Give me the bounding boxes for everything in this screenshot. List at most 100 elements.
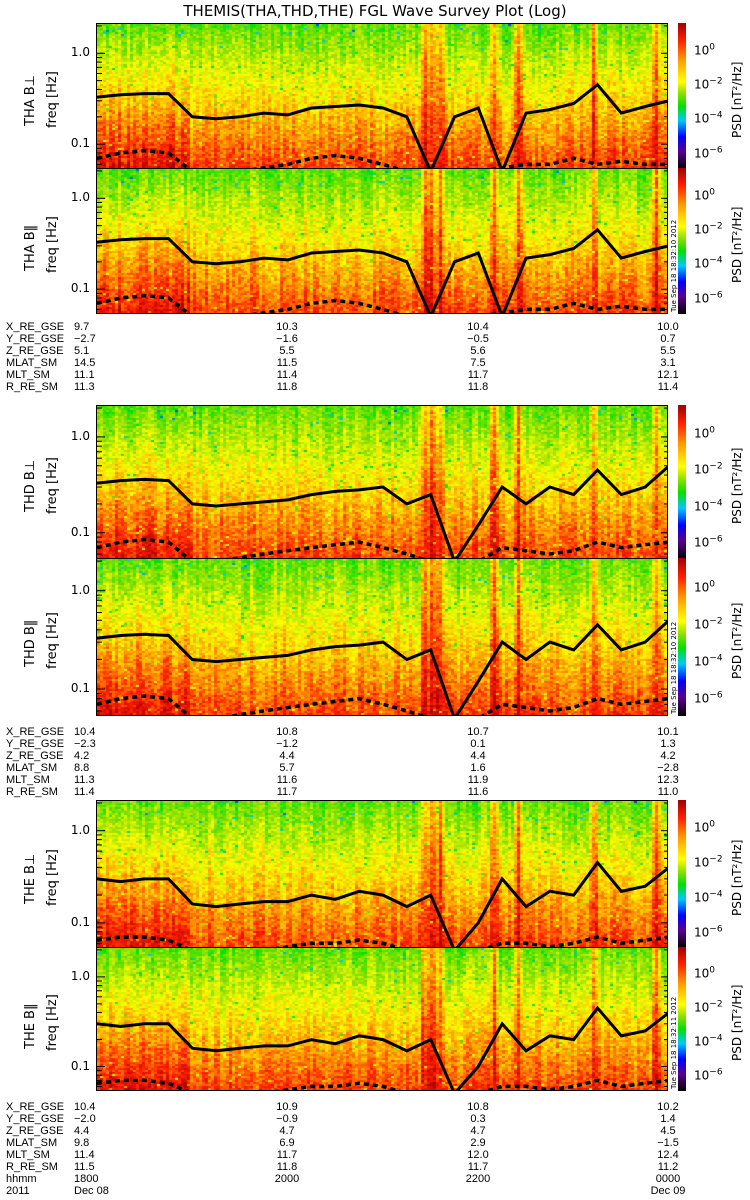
colorbar-tick-label: 10−2 bbox=[694, 75, 723, 92]
ephemeris-value: −2.0 bbox=[74, 1113, 96, 1125]
spectrogram-heatmap bbox=[97, 406, 667, 558]
spectrogram-panel-thd bbox=[96, 558, 668, 716]
ephemeris-value: 11.8 bbox=[276, 381, 298, 393]
ephemeris-value: 11.3 bbox=[74, 774, 95, 786]
colorbar-tick-label: 10−4 bbox=[694, 887, 723, 904]
ephemeris-value: 11.9 bbox=[467, 774, 489, 786]
colorbar-tick-exponent: 0 bbox=[709, 42, 716, 53]
ephemeris-row: Z_RE_GSE 4.2 4.4 4.4 4.2 bbox=[0, 750, 750, 762]
colorbar-tick-base: 10 bbox=[694, 188, 710, 203]
ephemeris-value: 11.8 bbox=[276, 1161, 298, 1173]
ephemeris-value: 10.8 bbox=[276, 726, 298, 738]
ephemeris-label: Z_RE_GSE bbox=[6, 750, 64, 762]
ephemeris-value: 11.4 bbox=[276, 369, 298, 381]
colorbar-tick-base: 10 bbox=[694, 222, 710, 237]
colorbar-tick-exponent: −4 bbox=[709, 653, 723, 664]
ephemeris-value: 10.9 bbox=[276, 1101, 298, 1113]
colorbar-tick-base: 10 bbox=[694, 77, 710, 92]
ephemeris-value: 1.3 bbox=[660, 738, 676, 750]
ephemeris-row: Y_RE_GSE −2.3 −1.2 0.1 1.3 bbox=[0, 738, 750, 750]
colorbar-tick-label: 10−2 bbox=[694, 220, 723, 237]
y-tick-label: 0.1 bbox=[70, 136, 90, 151]
ephemeris-value: Dec 09 bbox=[650, 1185, 686, 1197]
colorbar-tick-exponent: −4 bbox=[709, 255, 723, 266]
ephemeris-row: hhmm 1800 2000 2200 0000 bbox=[0, 1173, 750, 1185]
ephemeris-value: 4.4 bbox=[74, 1125, 90, 1137]
ephemeris-label: Y_RE_GSE bbox=[6, 738, 65, 750]
colorbar-tick-label: 100 bbox=[694, 577, 715, 594]
ephemeris-label: R_RE_SM bbox=[6, 786, 58, 798]
colorbar-tick-base: 10 bbox=[694, 890, 710, 905]
ephemeris-row: R_RE_SM 11.3 11.8 11.8 11.4 bbox=[0, 381, 750, 393]
colorbar-tick-base: 10 bbox=[694, 499, 710, 514]
ephemeris-table-thd: X_RE_GSE 10.4 10.8 10.7 10.1 Y_RE_GSE −2.3 −1.2… bbox=[0, 726, 750, 798]
spectrogram-heatmap bbox=[97, 801, 667, 947]
ephemeris-value: 11.7 bbox=[276, 1149, 298, 1161]
panel-label: THD B‖ bbox=[23, 619, 38, 667]
ephemeris-value: 4.2 bbox=[74, 750, 90, 762]
dashed-trace-line bbox=[97, 935, 667, 947]
colorbar bbox=[678, 947, 686, 1091]
ephemeris-value: 11.4 bbox=[657, 381, 679, 393]
ephemeris-row: MLT_SM 11.3 11.6 11.9 12.3 bbox=[0, 774, 750, 786]
ephemeris-value: 11.3 bbox=[74, 381, 95, 393]
spectrogram-panel-the bbox=[96, 947, 668, 1091]
ephemeris-value: 3.1 bbox=[660, 357, 676, 369]
colorbar-tick-exponent: −2 bbox=[709, 616, 723, 627]
ephemeris-row: R_RE_SM 11.5 11.8 11.7 11.2 bbox=[0, 1161, 750, 1173]
ephemeris-row: MLAT_SM 8.8 5.7 1.6 −2.8 bbox=[0, 762, 750, 774]
ephemeris-value: 11.7 bbox=[467, 369, 489, 381]
colorbar-tick-label: 10−2 bbox=[694, 852, 723, 869]
colorbar-tick-label: 100 bbox=[694, 964, 715, 981]
ephemeris-value: 5.6 bbox=[470, 345, 486, 357]
ephemeris-label: MLAT_SM bbox=[6, 762, 58, 774]
ephemeris-value: 9.8 bbox=[74, 1137, 90, 1149]
ephemeris-value: 11.6 bbox=[467, 786, 489, 798]
ephemeris-table-the: X_RE_GSE 10.4 10.9 10.8 10.2 Y_RE_GSE −2.0 −0.9… bbox=[0, 1101, 750, 1197]
colorbar-tick-label: 10−6 bbox=[694, 532, 723, 549]
y-tick-label: 0.1 bbox=[70, 524, 90, 539]
solid-trace-line bbox=[97, 620, 667, 715]
ephemeris-row: X_RE_GSE 9.7 10.3 10.4 10.0 bbox=[0, 321, 750, 333]
ephemeris-value: 10.4 bbox=[74, 1101, 96, 1113]
colorbar-tick-exponent: −2 bbox=[709, 461, 723, 472]
ephemeris-label: MLAT_SM bbox=[6, 1137, 58, 1149]
ephemeris-value: 7.5 bbox=[470, 357, 486, 369]
colorbar-tick-exponent: −6 bbox=[709, 145, 723, 156]
solid-trace-line bbox=[97, 1005, 667, 1090]
ephemeris-value: 11.7 bbox=[276, 786, 298, 798]
ephemeris-value: 11.8 bbox=[467, 381, 489, 393]
ephemeris-value: −0.9 bbox=[276, 1113, 298, 1125]
y-tick-label: 0.1 bbox=[70, 681, 90, 696]
colorbar-tick-label: 10−4 bbox=[694, 496, 723, 513]
ephemeris-row: R_RE_SM 11.4 11.7 11.6 11.0 bbox=[0, 786, 750, 798]
colorbar-tick-exponent: 0 bbox=[709, 579, 716, 590]
ephemeris-value: 12.3 bbox=[657, 774, 679, 786]
dashed-trace-line bbox=[97, 293, 667, 313]
ephemeris-value: 1.4 bbox=[660, 1113, 676, 1125]
dashed-trace-line bbox=[97, 537, 667, 558]
ephemeris-label: MLT_SM bbox=[6, 369, 50, 381]
ephemeris-value: 0.3 bbox=[470, 1113, 486, 1125]
ephemeris-value: 0.1 bbox=[470, 738, 486, 750]
y-axis-label: freq [Hz] bbox=[45, 71, 60, 128]
ephemeris-value: 0.7 bbox=[660, 333, 676, 345]
ephemeris-value: 14.5 bbox=[74, 357, 96, 369]
spectrogram-panel-tha bbox=[96, 168, 668, 314]
colorbar-tick-exponent: −6 bbox=[709, 924, 723, 935]
colorbar-tick-exponent: 0 bbox=[709, 425, 716, 436]
ephemeris-value: 10.8 bbox=[467, 1101, 489, 1113]
colorbar-tick-exponent: −2 bbox=[709, 76, 723, 87]
ephemeris-value: 11.5 bbox=[74, 1161, 95, 1173]
ephemeris-value: 8.8 bbox=[74, 762, 90, 774]
panel-label: THE B⊥ bbox=[23, 853, 38, 904]
dashed-trace-line bbox=[97, 148, 667, 168]
solid-trace-line bbox=[97, 465, 667, 558]
ephemeris-value: −2.8 bbox=[657, 762, 679, 774]
ephemeris-value: 10.0 bbox=[657, 321, 679, 333]
ephemeris-value: 11.5 bbox=[276, 357, 298, 369]
colorbar-tick-exponent: −4 bbox=[709, 110, 723, 121]
colorbar-tick-base: 10 bbox=[694, 146, 710, 161]
colorbar-tick-exponent: 0 bbox=[709, 187, 716, 198]
ephemeris-value: 1800 bbox=[74, 1173, 99, 1185]
